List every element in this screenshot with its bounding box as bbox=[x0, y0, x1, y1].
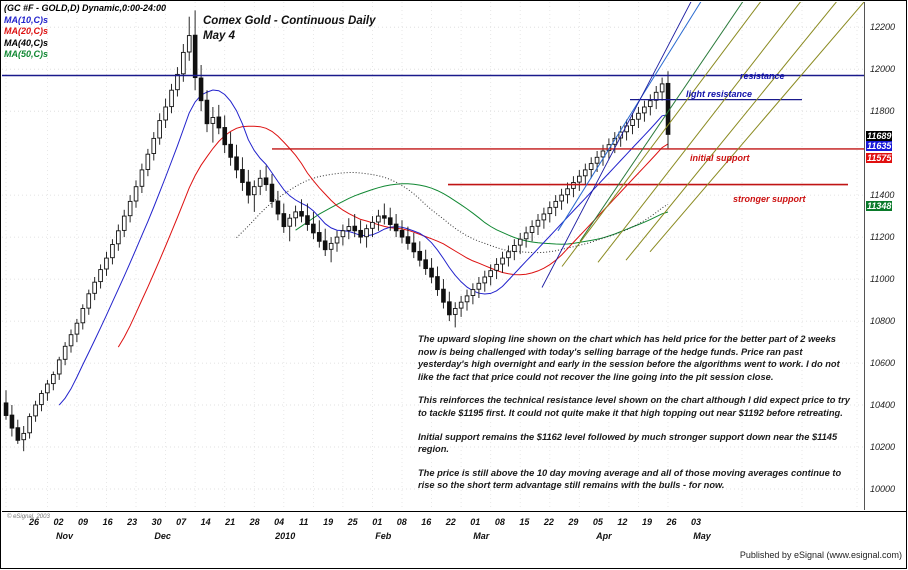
commentary-paragraph-4: The price is still above the 10 day movi… bbox=[418, 467, 842, 491]
commentary-paragraph-1: The upward sloping line shown on the cha… bbox=[418, 334, 840, 382]
legend-ma50: MA(50,C)s bbox=[4, 49, 49, 60]
date-tick-day: 05 bbox=[592, 517, 603, 527]
indicator-legend: (GC #F - GOLD,D) Dynamic,0:00-24:00 MA(1… bbox=[4, 3, 166, 61]
price-tick-10000: 10000 bbox=[870, 484, 896, 494]
date-tick-day: 09 bbox=[77, 517, 89, 527]
date-tick-month: Apr bbox=[596, 531, 612, 541]
date-tick-day: 16 bbox=[421, 517, 432, 527]
price-tick-11200: 11200 bbox=[870, 232, 895, 243]
date-tick-day: 21 bbox=[225, 517, 236, 527]
date-tick-month: Feb bbox=[375, 531, 392, 541]
legend-ma20: MA(20,C)s bbox=[4, 26, 49, 37]
date-tick-day: 07 bbox=[176, 517, 187, 527]
commentary-block: The upward sloping line shown on the cha… bbox=[418, 333, 850, 492]
chart-subtitle: May 4 bbox=[203, 30, 235, 42]
price-tick-11400: 11400 bbox=[870, 190, 895, 201]
date-tick-day: 26 bbox=[28, 517, 40, 527]
date-tick-day: 22 bbox=[543, 517, 554, 527]
annotation-initial-support: initial support bbox=[690, 153, 750, 163]
commentary-paragraph-2: This reinforces the technical resistance… bbox=[418, 395, 850, 418]
date-tick-day: 11 bbox=[299, 517, 309, 527]
date-tick-day: 25 bbox=[347, 517, 358, 527]
chart-title: Comex Gold - Continuous Daily bbox=[203, 15, 376, 27]
price-marker-11689: 11689 bbox=[866, 129, 893, 141]
price-marker-11348: 11348 bbox=[866, 201, 893, 211]
price-plot-area[interactable] bbox=[2, 2, 864, 510]
price-tick-10200: 10200 bbox=[870, 442, 896, 452]
price-marker-11575: 11575 bbox=[866, 153, 893, 164]
date-tick-day: 28 bbox=[249, 517, 260, 527]
candlestick-canvas bbox=[2, 2, 864, 510]
price-axis[interactable]: 12200 12000 11800 11400 11200 11000 10800 10600… bbox=[864, 2, 906, 510]
legend-ma40: MA(40,C)s bbox=[4, 37, 49, 48]
date-tick-day: 19 bbox=[641, 517, 653, 527]
legend-symbol-line: (GC #F - GOLD,D) Dynamic,0:00-24:00 bbox=[4, 3, 167, 13]
annotation-resistance: resistance bbox=[740, 71, 785, 81]
price-tick-10400: 10400 bbox=[870, 400, 896, 410]
date-tick-day: 04 bbox=[274, 517, 285, 527]
price-tick-12200: 12200 bbox=[870, 22, 896, 33]
chart-title-block: Comex Gold - Continuous Daily May 4 bbox=[203, 14, 376, 44]
date-tick-day: 15 bbox=[519, 517, 530, 527]
annotation-light-resistance: light resistance bbox=[686, 89, 753, 99]
published-by-note: Published by eSignal (www.esignal.com) bbox=[739, 550, 902, 560]
date-tick-day: 01 bbox=[470, 517, 481, 527]
date-tick-day: 08 bbox=[494, 517, 505, 527]
date-tick-day: 01 bbox=[372, 517, 383, 527]
price-marker-11635: 11635 bbox=[866, 140, 893, 151]
annotation-stronger-support: stronger support bbox=[733, 194, 806, 204]
date-tick-day: 14 bbox=[200, 517, 211, 527]
date-tick-day: 23 bbox=[127, 517, 138, 527]
date-tick-month: 2010 bbox=[275, 531, 296, 541]
date-tick-day: 30 bbox=[151, 517, 162, 527]
price-tick-11800: 11800 bbox=[870, 106, 895, 117]
price-tick-12000: 12000 bbox=[870, 64, 896, 75]
price-tick-11000: 11000 bbox=[870, 274, 895, 285]
date-tick-day: 19 bbox=[323, 517, 334, 527]
date-tick-day: 08 bbox=[396, 517, 407, 527]
date-tick-month: Mar bbox=[473, 531, 490, 541]
date-axis[interactable]: 26 02 Nov 09 16 23 30 Dec 07 14 21 28 04 2010 11 19 25 01… bbox=[2, 511, 906, 547]
date-tick-day: 22 bbox=[445, 517, 456, 527]
date-tick-day: 12 bbox=[617, 517, 628, 527]
date-tick-day: 16 bbox=[102, 517, 113, 527]
date-tick-month: Dec bbox=[154, 531, 171, 541]
date-tick-month: Nov bbox=[55, 531, 74, 541]
date-tick-day: 03 bbox=[690, 517, 702, 527]
date-tick-month: May bbox=[693, 531, 711, 541]
date-tick-day: 26 bbox=[666, 517, 677, 527]
price-tick-10600: 10600 bbox=[870, 358, 896, 369]
legend-ma10: MA(10,C)s bbox=[4, 14, 49, 25]
date-tick-day: 02 bbox=[53, 517, 64, 527]
footer-bar: Published by eSignal (www.esignal.com) bbox=[2, 547, 906, 568]
esignal-copyright: © eSignal, 2003 bbox=[7, 514, 50, 520]
commentary-paragraph-3: Initial support remains the $1162 level … bbox=[418, 431, 838, 455]
price-tick-10800: 10800 bbox=[870, 316, 896, 327]
date-tick-day: 29 bbox=[568, 517, 579, 527]
